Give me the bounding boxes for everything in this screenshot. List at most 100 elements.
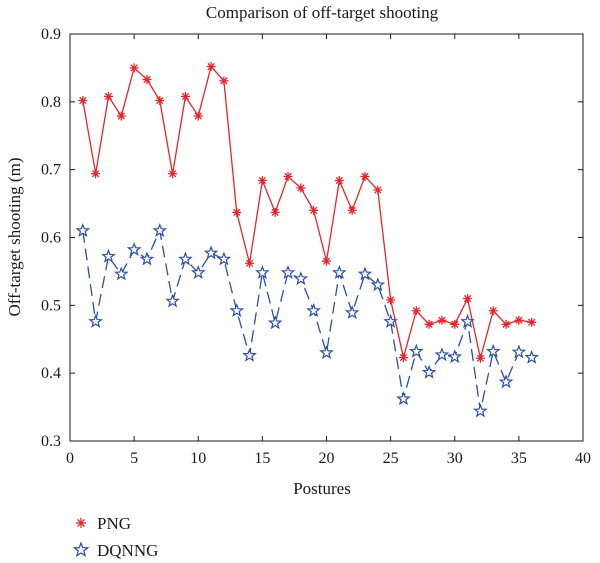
data-point — [319, 345, 334, 360]
data-point — [460, 313, 475, 328]
data-point — [245, 258, 255, 268]
data-point — [229, 303, 245, 317]
x-tick-label: 35 — [511, 450, 527, 467]
data-point — [357, 266, 373, 281]
data-point — [283, 171, 293, 181]
x-tick-label: 15 — [254, 450, 270, 467]
data-point — [524, 349, 540, 364]
data-point — [155, 95, 165, 105]
series-dqnng — [75, 223, 540, 418]
data-point — [203, 245, 219, 260]
legend-label: PNG — [97, 514, 131, 533]
y-axis-label: Off-target shooting (m) — [5, 158, 24, 317]
data-point — [293, 271, 309, 286]
data-point — [190, 265, 206, 280]
data-point — [370, 277, 386, 292]
x-tick-label: 30 — [447, 450, 463, 467]
data-point — [88, 313, 103, 328]
data-point — [347, 205, 357, 215]
data-point — [219, 76, 229, 86]
data-point — [331, 265, 347, 280]
data-point — [232, 207, 242, 217]
data-point — [257, 176, 267, 186]
x-tick-label: 5 — [130, 450, 138, 467]
x-tick-label: 25 — [383, 450, 399, 467]
data-point — [396, 391, 411, 406]
data-point — [463, 294, 473, 304]
data-point — [398, 353, 408, 363]
data-point — [498, 374, 514, 389]
data-point — [434, 347, 450, 362]
data-point — [334, 176, 344, 186]
data-point — [75, 223, 91, 237]
data-point — [485, 343, 501, 358]
y-tick-label: 0.7 — [41, 162, 61, 179]
data-point — [296, 183, 306, 193]
data-point — [447, 349, 463, 364]
data-point — [475, 353, 485, 363]
series-line-dqnng — [82, 228, 532, 412]
x-axis-label: Postures — [293, 479, 351, 498]
data-point — [383, 313, 398, 328]
axis-ticks: 0 5 10 15 20 25 30 35 40 0.3 0.4 0.5 0.6 0.7 0.8 0.9 — [41, 26, 591, 467]
data-point — [193, 111, 203, 121]
data-point — [344, 305, 360, 320]
data-point — [488, 306, 498, 316]
x-tick-label: 40 — [575, 450, 591, 467]
data-point — [386, 295, 396, 305]
legend-marker — [72, 541, 90, 558]
data-point — [309, 205, 319, 215]
data-point — [280, 265, 296, 280]
x-tick-label: 10 — [190, 450, 206, 467]
data-point — [126, 242, 142, 256]
data-point — [424, 319, 434, 329]
data-point — [142, 74, 152, 84]
x-tick-label: 0 — [66, 450, 74, 467]
data-point — [255, 265, 270, 280]
legend-label: DQNNG — [97, 541, 158, 560]
data-point — [408, 343, 424, 358]
data-point — [473, 403, 488, 418]
data-point — [78, 95, 88, 105]
data-point — [411, 306, 421, 316]
data-point — [450, 319, 460, 329]
y-tick-label: 0.6 — [41, 230, 61, 247]
data-point — [113, 266, 129, 281]
data-point — [152, 223, 168, 237]
data-point — [322, 256, 331, 266]
data-point — [168, 169, 178, 179]
data-point — [527, 317, 537, 327]
data-point — [165, 293, 180, 308]
y-tick-label: 0.8 — [41, 94, 61, 111]
legend-marker — [76, 518, 86, 528]
data-point — [242, 347, 257, 362]
data-point — [216, 251, 232, 266]
series-png — [78, 62, 537, 363]
series-line-png — [82, 65, 532, 359]
data-point — [437, 315, 447, 325]
y-tick-label: 0.9 — [41, 26, 61, 43]
legend: PNG DQNNG — [72, 514, 158, 560]
chart-title: Comparison of off-target shooting — [206, 3, 439, 22]
y-tick-label: 0.4 — [41, 365, 61, 382]
series-layer — [75, 62, 540, 418]
data-point — [129, 63, 139, 73]
data-point — [373, 185, 383, 195]
data-point — [306, 303, 322, 317]
data-point — [103, 91, 113, 101]
data-point — [206, 62, 216, 72]
data-point — [178, 251, 193, 266]
data-point — [267, 315, 283, 330]
y-tick-label: 0.3 — [41, 433, 61, 450]
x-tick-label: 20 — [319, 450, 335, 467]
data-point — [101, 248, 116, 263]
data-point — [421, 364, 437, 379]
data-point — [91, 169, 101, 179]
data-point — [270, 207, 280, 217]
data-point — [116, 111, 126, 121]
data-point — [511, 344, 527, 359]
data-point — [180, 91, 190, 101]
data-point — [360, 171, 370, 181]
y-tick-label: 0.5 — [41, 297, 61, 314]
